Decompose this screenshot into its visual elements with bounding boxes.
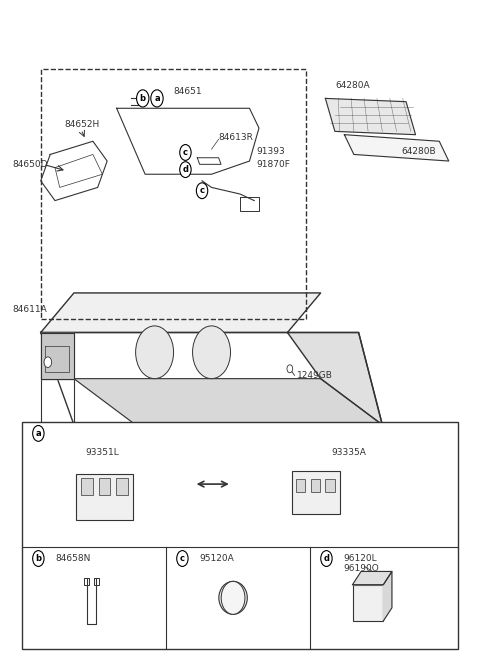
Text: 84650D: 84650D <box>12 160 48 169</box>
Circle shape <box>321 551 332 567</box>
Circle shape <box>180 162 191 178</box>
Text: 64280B: 64280B <box>401 147 436 156</box>
Bar <box>296 479 305 492</box>
Text: 96120L: 96120L <box>343 554 377 563</box>
Circle shape <box>151 90 163 107</box>
Bar <box>311 479 320 492</box>
Circle shape <box>192 326 230 378</box>
Text: 96190Q: 96190Q <box>343 564 379 573</box>
Circle shape <box>287 365 293 372</box>
Text: 91393: 91393 <box>257 147 285 156</box>
Bar <box>325 479 335 492</box>
Polygon shape <box>325 98 416 135</box>
Circle shape <box>180 144 191 160</box>
Polygon shape <box>384 571 392 621</box>
Text: 93351L: 93351L <box>85 448 120 457</box>
Polygon shape <box>41 293 321 332</box>
Polygon shape <box>344 135 449 161</box>
Text: a: a <box>36 429 41 438</box>
Bar <box>352 585 384 621</box>
Ellipse shape <box>219 581 247 614</box>
Text: a: a <box>154 94 160 103</box>
Circle shape <box>33 426 44 442</box>
Bar <box>76 474 133 520</box>
Text: d: d <box>324 554 329 563</box>
Polygon shape <box>74 378 383 425</box>
Circle shape <box>33 551 44 567</box>
Bar <box>292 471 340 514</box>
Text: 84613R: 84613R <box>219 134 253 142</box>
Circle shape <box>177 551 188 567</box>
Text: 91870F: 91870F <box>257 160 290 169</box>
Text: 93335A: 93335A <box>332 448 367 457</box>
Text: 84651: 84651 <box>174 87 202 96</box>
Polygon shape <box>288 332 383 425</box>
Circle shape <box>196 183 208 199</box>
Text: b: b <box>140 94 146 103</box>
Bar <box>98 479 110 495</box>
Text: c: c <box>200 186 204 196</box>
Text: 84658N: 84658N <box>55 554 90 563</box>
Bar <box>22 422 458 649</box>
Circle shape <box>221 581 245 614</box>
Polygon shape <box>41 332 74 378</box>
Circle shape <box>44 357 52 368</box>
Polygon shape <box>352 571 392 585</box>
Bar <box>116 479 128 495</box>
Text: c: c <box>183 148 188 157</box>
Text: 84652H: 84652H <box>64 120 100 129</box>
Text: 84611A: 84611A <box>12 305 47 314</box>
Text: d: d <box>182 165 189 174</box>
Circle shape <box>137 90 149 107</box>
Circle shape <box>136 326 174 378</box>
Text: 95120A: 95120A <box>199 554 234 563</box>
Text: c: c <box>180 554 185 563</box>
Text: 64280A: 64280A <box>335 80 370 90</box>
Text: 1249GB: 1249GB <box>297 371 333 380</box>
Text: b: b <box>36 554 41 563</box>
Bar <box>81 479 93 495</box>
